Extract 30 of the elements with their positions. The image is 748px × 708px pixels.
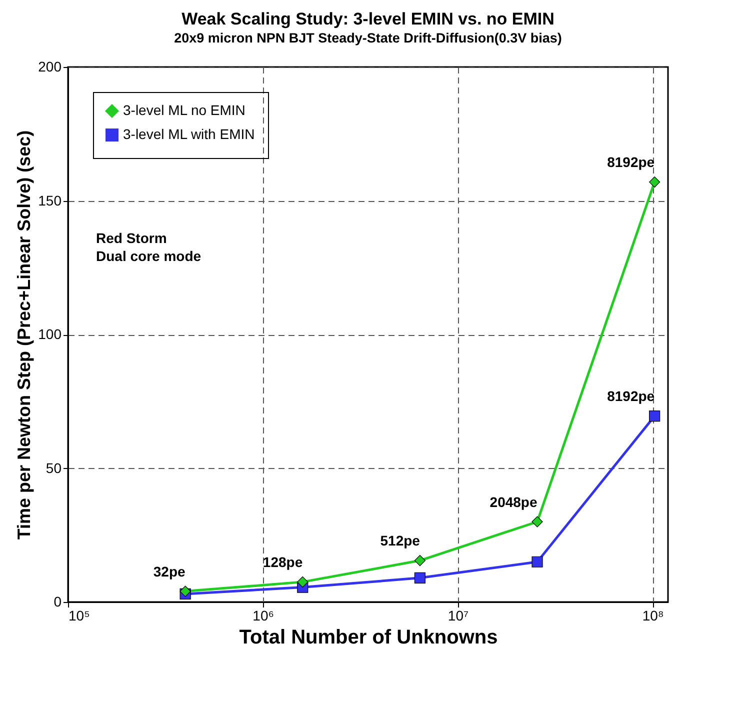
x-tick-label: 10⁶ xyxy=(252,608,274,624)
y-tick-label: 100 xyxy=(38,326,62,342)
y-tick-label: 0 xyxy=(54,594,62,610)
chart-title: Weak Scaling Study: 3-level EMIN vs. no EMIN xyxy=(182,10,554,28)
point xyxy=(532,556,543,568)
annotation: 8192pe xyxy=(607,388,655,404)
x-tick-label: 10⁸ xyxy=(642,608,664,624)
annotation: 512pe xyxy=(380,532,420,549)
y-axis-title: Time per Newton Step (Prec+Linear Solve) (sec) xyxy=(14,130,34,540)
annotation: 8192pe xyxy=(607,154,655,170)
point xyxy=(414,554,426,566)
point xyxy=(649,176,660,188)
x-tick-label: 10⁵ xyxy=(68,608,90,624)
x-tick-label: 10⁷ xyxy=(448,608,469,624)
y-tick-label: 50 xyxy=(46,460,62,476)
legend-label: 3-level ML with EMIN xyxy=(123,126,255,142)
annotation: 128pe xyxy=(262,554,303,570)
y-tick-label: 150 xyxy=(38,192,62,208)
point xyxy=(532,516,543,528)
point xyxy=(414,572,426,584)
point xyxy=(649,410,660,422)
annotation: Red Storm Dual core mode xyxy=(96,230,202,264)
x-axis-title: Total Number of Unknowns xyxy=(239,626,498,648)
annotation: 2048pe xyxy=(490,494,538,510)
point xyxy=(180,586,191,597)
annotation: 32pe xyxy=(153,563,186,580)
point xyxy=(297,576,308,588)
y-tick-label: 200 xyxy=(38,58,62,74)
legend-label: 3-level ML no EMIN xyxy=(123,102,246,118)
chart-subtitle: 20x9 micron NPN BJT Steady-State Drift-Diffusion(0.3V bias) xyxy=(174,30,562,46)
